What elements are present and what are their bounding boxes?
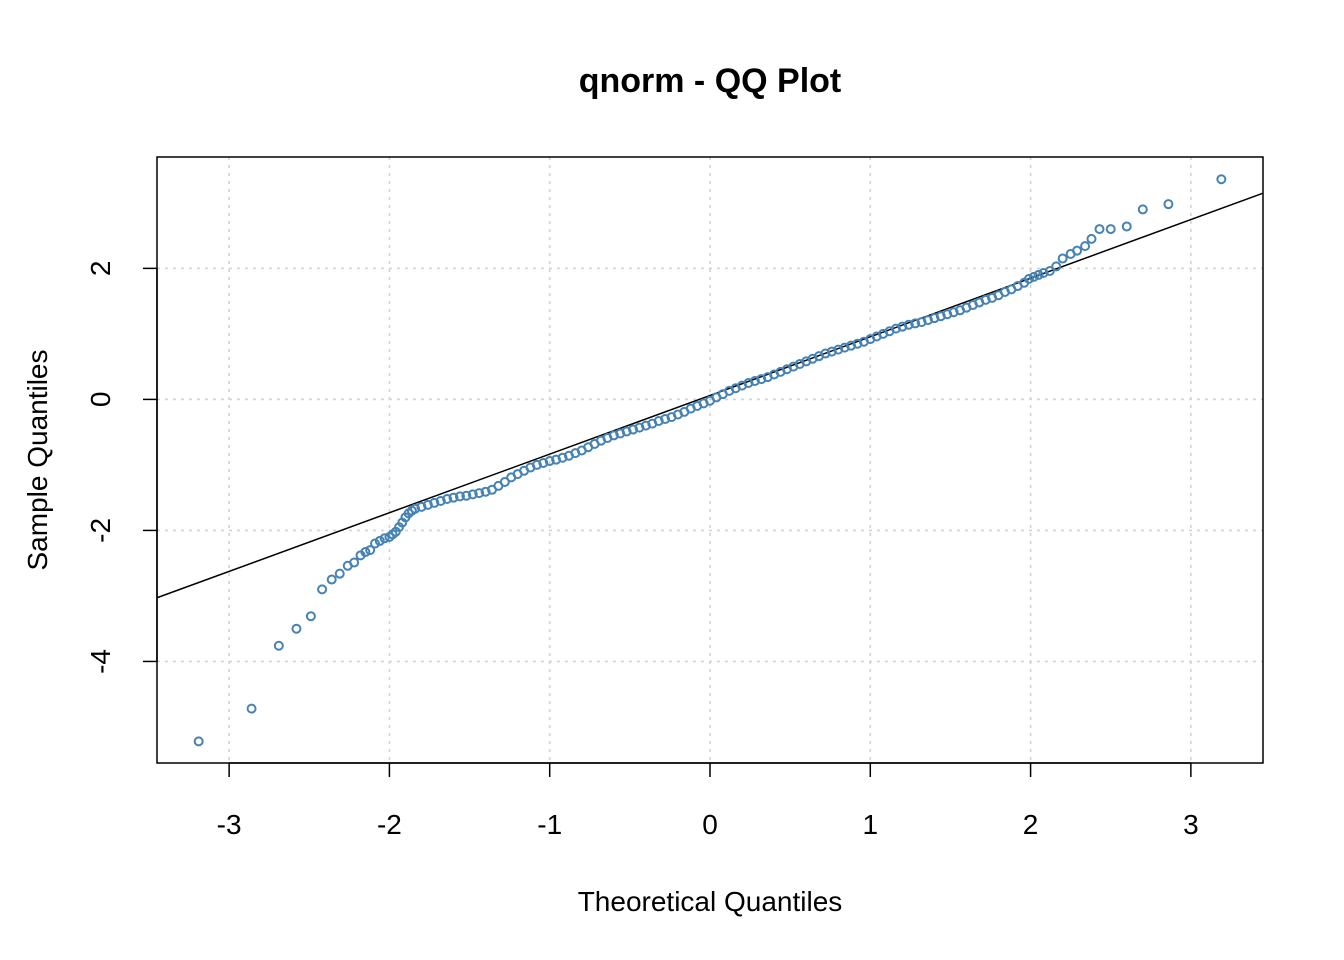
qq-point [360, 547, 371, 558]
qq-point [454, 491, 465, 502]
qq-point [326, 574, 337, 585]
qq-point [246, 703, 257, 714]
x-tick-label: -3 [217, 809, 242, 840]
qq-point [499, 476, 510, 487]
qq-point [890, 323, 901, 334]
chart-title: qnorm - QQ Plot [579, 62, 842, 100]
qq-point [640, 420, 651, 431]
qq-point [531, 459, 542, 470]
qq-point [334, 568, 345, 579]
x-tick-label: -1 [537, 809, 562, 840]
x-tick-label: 0 [702, 809, 718, 840]
qq-point [317, 584, 328, 595]
qq-point [935, 311, 946, 322]
y-tick-label: -4 [85, 649, 116, 674]
qq-point [1137, 204, 1148, 215]
qq-point [474, 488, 485, 499]
qq-point [653, 416, 664, 427]
qq-point [551, 454, 562, 465]
qq-point [756, 374, 767, 385]
x-axis-title: Theoretical Quantiles [578, 886, 843, 917]
qq-point [557, 452, 568, 463]
x-tick-label: 3 [1183, 809, 1199, 840]
qq-point [660, 414, 671, 425]
qq-point [1044, 265, 1055, 276]
qq-point [852, 338, 863, 349]
qq-point [942, 309, 953, 320]
qq-point [897, 321, 908, 332]
qq-point [922, 315, 933, 326]
qq-point [448, 492, 459, 503]
qq-point [910, 318, 921, 329]
grid-lines [157, 157, 1263, 763]
y-tick-label: -2 [85, 518, 116, 543]
qq-point [1038, 267, 1049, 278]
qq-point [435, 495, 446, 506]
qq-point [833, 344, 844, 355]
data-points [193, 174, 1227, 747]
qq-point [467, 489, 478, 500]
qq-point [749, 376, 760, 387]
qq-point [1216, 174, 1227, 185]
qq-point [1163, 199, 1174, 210]
qq-point [379, 533, 390, 544]
qq-point [1033, 269, 1044, 280]
qq-point [1028, 271, 1039, 282]
qq-point [422, 499, 433, 510]
qq-point [374, 535, 385, 546]
qq-point [929, 313, 940, 324]
x-axis: -3 -2 -1 0 1 2 3 [217, 762, 1199, 840]
y-tick-label: 0 [85, 392, 116, 408]
qq-point [980, 294, 991, 305]
qq-point [1080, 241, 1091, 252]
qq-point [608, 430, 619, 441]
x-tick-label: 2 [1023, 809, 1039, 840]
qq-point [273, 640, 284, 651]
qq-point [948, 307, 959, 318]
x-tick-label: 1 [863, 809, 879, 840]
qq-point [743, 378, 754, 389]
qq-point [365, 545, 376, 556]
qq-point [193, 736, 204, 747]
reference-line [156, 192, 1264, 599]
qq-point [1023, 273, 1034, 284]
qq-point [410, 503, 421, 514]
qq-point [442, 493, 453, 504]
y-tick-label: 2 [85, 261, 116, 277]
qq-point [305, 611, 316, 622]
x-tick-label: -2 [377, 809, 402, 840]
qq-point [1086, 233, 1097, 244]
qq-point [429, 497, 440, 508]
qq-point [369, 538, 380, 549]
qq-point [1121, 221, 1132, 232]
qq-point [538, 457, 549, 468]
qq-point [1051, 261, 1062, 272]
qq-point [846, 340, 857, 351]
y-axis-title: Sample Quantiles [22, 349, 53, 570]
y-axis: -4 -2 0 2 [85, 261, 158, 674]
qq-point [820, 348, 831, 359]
qq-point [291, 623, 302, 634]
qq-point [544, 455, 555, 466]
qq-point [621, 426, 632, 437]
qq-point [615, 428, 626, 439]
qq-point [903, 319, 914, 330]
qq-point [826, 346, 837, 357]
qq-point [349, 557, 360, 568]
qq-point [1105, 224, 1116, 235]
qq-point [480, 486, 491, 497]
qq-point [916, 317, 927, 328]
qq-point [1094, 224, 1105, 235]
qq-point [839, 342, 850, 353]
qq-point [461, 490, 472, 501]
qq-point [628, 424, 639, 435]
qq-point [634, 422, 645, 433]
qq-point [1072, 245, 1083, 256]
qq-point [1057, 253, 1068, 264]
qq-point [416, 501, 427, 512]
